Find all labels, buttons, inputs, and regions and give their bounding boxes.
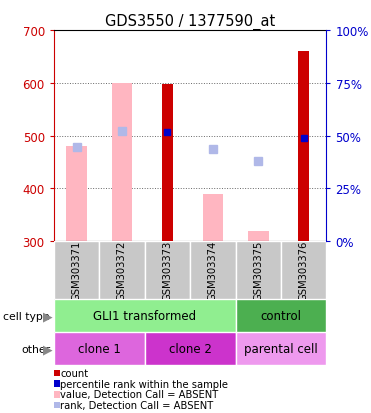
Text: GLI1 transformed: GLI1 transformed [93,309,196,323]
Text: clone 2: clone 2 [169,342,211,356]
Title: GDS3550 / 1377590_at: GDS3550 / 1377590_at [105,14,275,30]
Text: GSM303372: GSM303372 [117,240,127,301]
Bar [236,332,326,366]
Text: ▶: ▶ [43,309,53,323]
Bar [145,242,190,299]
Bar [236,299,326,332]
Bar [281,242,326,299]
Text: percentile rank within the sample: percentile rank within the sample [60,379,229,389]
Text: GSM303371: GSM303371 [72,240,82,301]
Text: control: control [260,309,302,323]
Bar [162,85,173,242]
Bar [54,299,236,332]
Bar [145,332,236,366]
Bar [54,242,99,299]
Text: GSM303373: GSM303373 [162,240,173,301]
Bar [236,242,281,299]
Bar [112,83,132,242]
Text: clone 1: clone 1 [78,342,121,356]
Bar [298,52,309,242]
Text: count: count [60,368,89,378]
Bar [66,147,87,242]
Text: other: other [21,344,50,354]
Text: ▶: ▶ [43,342,53,356]
Text: rank, Detection Call = ABSENT: rank, Detection Call = ABSENT [60,400,214,410]
Text: parental cell: parental cell [244,342,318,356]
Text: GSM303375: GSM303375 [253,240,263,301]
Bar [54,332,145,366]
Text: cell type: cell type [3,311,50,321]
Bar [248,231,269,242]
Bar [203,194,223,242]
Text: GSM303376: GSM303376 [299,240,309,301]
Bar [99,242,145,299]
Text: value, Detection Call = ABSENT: value, Detection Call = ABSENT [60,389,219,399]
Text: GSM303374: GSM303374 [208,240,218,301]
Bar [190,242,236,299]
